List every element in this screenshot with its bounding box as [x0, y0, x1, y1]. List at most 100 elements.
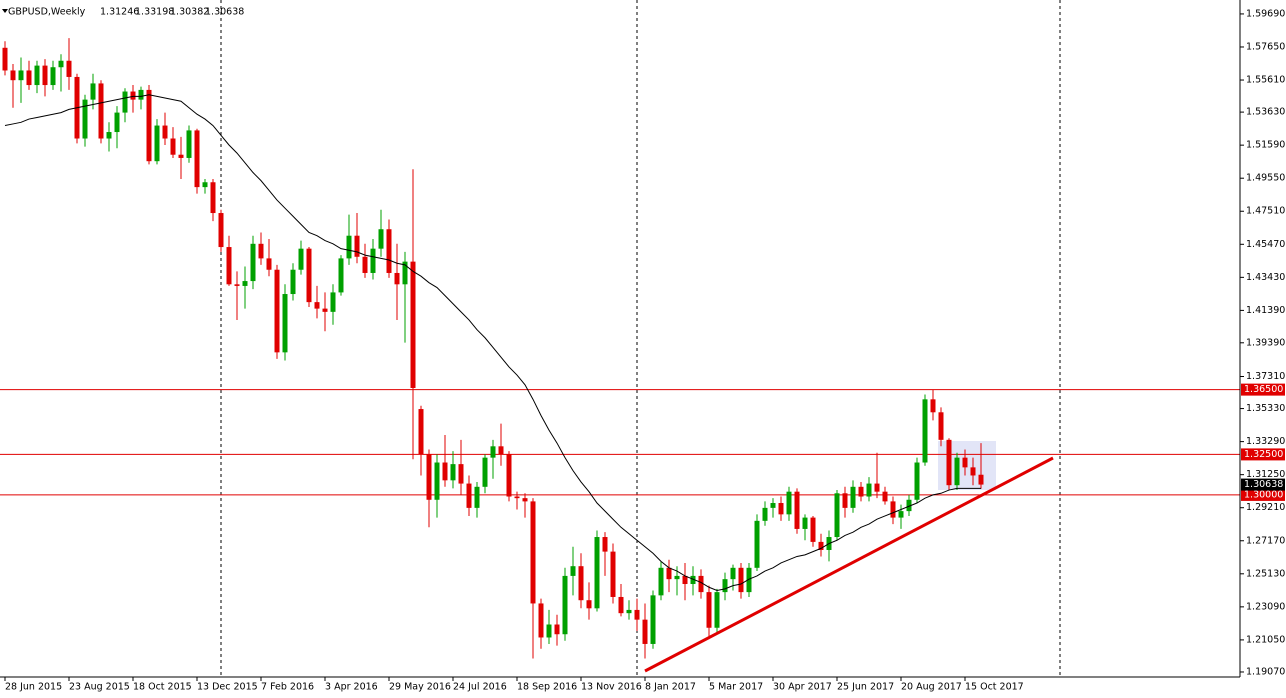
candle-body — [346, 235, 352, 259]
candle-body — [18, 70, 24, 81]
candle-body — [250, 243, 256, 282]
candle-body — [698, 575, 704, 593]
candle-body — [306, 248, 312, 303]
candle-body — [186, 130, 192, 158]
y-tick-label: 1.43430 — [1246, 272, 1285, 283]
candle-body — [66, 60, 72, 77]
y-tick-label: 1.29210 — [1246, 502, 1285, 513]
candle-body — [794, 491, 800, 529]
candle-body — [706, 592, 712, 628]
candle-body — [650, 595, 656, 644]
x-tick-label: 28 Jun 2015 — [5, 682, 62, 693]
candle-body — [10, 70, 16, 81]
candle-body — [402, 261, 408, 285]
candle-body — [2, 47, 8, 71]
candle-body — [394, 272, 400, 285]
candle-body — [82, 99, 88, 139]
candle-body — [450, 464, 456, 481]
candle-body — [818, 541, 824, 550]
y-tick-label: 1.25130 — [1246, 568, 1285, 579]
candle-body — [786, 491, 792, 515]
candle-body — [922, 399, 928, 463]
x-tick-label: 5 Mar 2017 — [709, 682, 763, 693]
candle-body — [714, 592, 720, 628]
candle-body — [578, 566, 584, 601]
candle-body — [266, 258, 272, 270]
candle-body — [946, 439, 952, 486]
y-tick-label: 1.31250 — [1246, 469, 1285, 480]
candle-body — [426, 454, 432, 500]
candle-body — [458, 464, 464, 484]
x-tick-label: 30 Apr 2017 — [773, 682, 832, 693]
y-tick-label: 1.57650 — [1246, 41, 1285, 52]
candle-body — [122, 91, 128, 113]
x-tick-label: 13 Dec 2015 — [197, 682, 258, 693]
candle-body — [754, 520, 760, 568]
candle-body — [338, 258, 344, 293]
candle-body — [506, 454, 512, 497]
x-tick-label: 18 Sep 2016 — [517, 682, 577, 693]
header-low: 1.30382 — [170, 7, 209, 18]
candle-body — [866, 483, 872, 497]
candle-body — [746, 567, 752, 593]
candle-body — [874, 483, 880, 492]
x-tick-label: 23 Aug 2015 — [69, 682, 130, 693]
candle-body — [258, 243, 264, 259]
candle-body — [538, 603, 544, 638]
candle-body — [26, 70, 32, 86]
candle-body — [842, 493, 848, 508]
y-tick-label: 1.47510 — [1246, 206, 1285, 217]
candle-body — [682, 575, 688, 585]
candle-body — [290, 269, 296, 295]
x-tick-label: 20 Aug 2017 — [901, 682, 962, 693]
level-label-bg — [1241, 448, 1285, 461]
y-tick-label: 1.55610 — [1246, 75, 1285, 86]
y-tick-label: 1.45470 — [1246, 239, 1285, 250]
candle-body — [218, 213, 224, 248]
candle-body — [834, 493, 840, 538]
y-tick-label: 1.27170 — [1246, 535, 1285, 546]
candle-body — [906, 499, 912, 512]
candle-body — [690, 575, 696, 585]
candle-body — [882, 491, 888, 502]
candle-body — [90, 83, 96, 100]
candle-body — [242, 281, 248, 286]
candle-body — [178, 154, 184, 158]
y-tick-label: 1.19070 — [1246, 666, 1285, 677]
candle-body — [378, 229, 384, 249]
candle-body — [474, 486, 480, 508]
price-label-bg — [1241, 478, 1285, 491]
candle-body — [618, 596, 624, 614]
candle-body — [434, 462, 440, 500]
candle-body — [50, 67, 56, 86]
y-tick-label: 1.39390 — [1246, 337, 1285, 348]
candle-body — [666, 567, 672, 580]
candle-body — [482, 457, 488, 487]
candle-body — [370, 248, 376, 273]
y-tick-label: 1.59690 — [1246, 8, 1285, 19]
candle-body — [778, 503, 784, 515]
candle-body — [554, 624, 560, 635]
candle-body — [98, 83, 104, 139]
trend-line — [644, 456, 1054, 673]
candle-body — [314, 302, 320, 309]
candle-body — [138, 89, 144, 100]
y-tick-label: 1.41390 — [1246, 305, 1285, 316]
moving-average — [4, 94, 981, 592]
candle-body — [858, 486, 864, 497]
candle-body — [386, 229, 392, 273]
candle-body — [522, 498, 528, 502]
y-tick-label: 1.21050 — [1246, 634, 1285, 645]
level-label-bg — [1241, 383, 1285, 396]
candle-body — [418, 409, 424, 455]
candle-body — [282, 294, 288, 353]
candle-body — [490, 446, 496, 458]
candle-body — [586, 600, 592, 609]
header-symbol: GBPUSD,Weekly — [8, 7, 86, 18]
y-tick-label: 1.33290 — [1246, 436, 1285, 447]
candle-body — [354, 235, 360, 257]
candle-body — [58, 60, 64, 68]
candle-body — [722, 579, 728, 593]
y-tick-label: 1.23090 — [1246, 601, 1285, 612]
